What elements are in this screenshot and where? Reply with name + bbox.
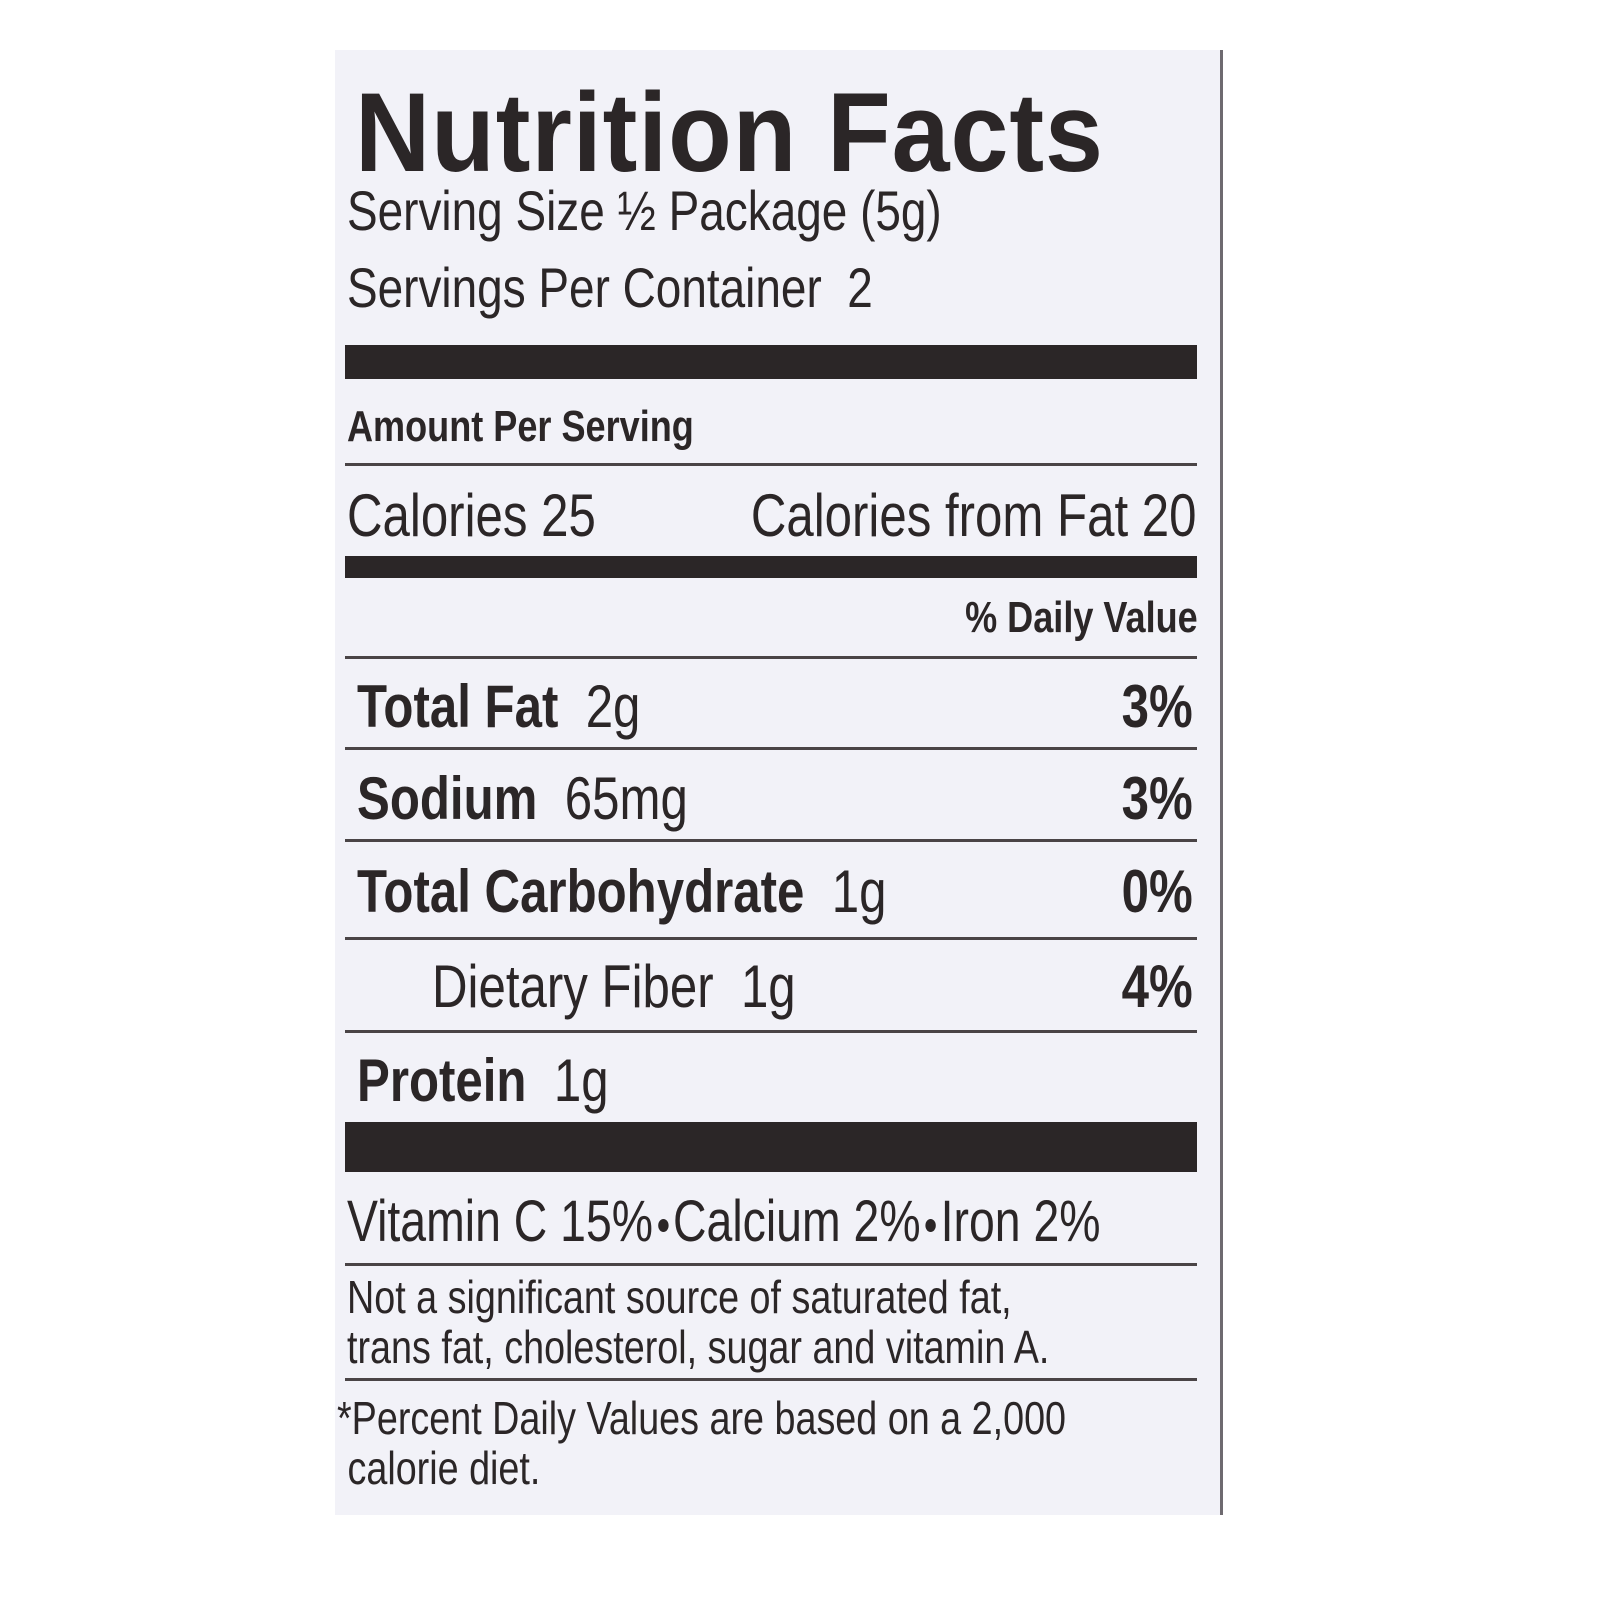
nutrient-name: Total Carbohydrate: [357, 857, 805, 925]
nutrient-amount: 1g: [553, 1046, 609, 1114]
nutrient-daily-value: 3%: [1121, 764, 1193, 832]
nutrient-row: Total Carbohydrate 1g 0%: [357, 857, 1193, 926]
servings-label: Servings Per Container: [347, 256, 822, 319]
servings-value: 2: [847, 256, 873, 319]
nutrient: Sodium 65mg: [357, 764, 688, 833]
calories-row: Calories 25 Calories from Fat 20: [347, 481, 1197, 550]
nutrient: Protein 1g: [357, 1046, 609, 1115]
nutrient-name: Total Fat: [357, 672, 559, 740]
calories-from-fat: Calories from Fat 20: [751, 481, 1197, 550]
footnote-line: *Percent Daily Values are based on a 2,0…: [337, 1392, 1067, 1444]
calories-label: Calories: [347, 481, 528, 549]
servings-per-container: Servings Per Container 2: [347, 255, 988, 320]
nutrient-daily-value: 3%: [1121, 672, 1193, 740]
bullet: [925, 1219, 936, 1233]
nutrient-daily-value: 0%: [1121, 857, 1193, 925]
vitamins: Vitamin C 15% Calcium 2% Iron 2%: [347, 1188, 1101, 1255]
medium-bar: [345, 556, 1197, 578]
nutrient-amount: 65mg: [564, 764, 688, 832]
note-text: Not a significant source of saturated fa…: [347, 1272, 1049, 1372]
serving-size: Serving Size ½ Package (5g): [347, 178, 1072, 243]
serving-size-label: Serving Size: [347, 179, 605, 242]
nutrient-name: Dietary Fiber: [432, 952, 714, 1020]
rule: [345, 1030, 1197, 1033]
calories: Calories 25: [347, 481, 596, 550]
nutrient-row: Sodium 65mg 3%: [357, 764, 1193, 833]
nutrition-label: Nutrition Facts Serving Size ½ Package (…: [335, 50, 1223, 1515]
serving-size-text: Serving Size ½ Package (5g): [347, 178, 942, 243]
calories-value: 25: [541, 481, 596, 549]
footnote-text: *Percent Daily Values are based on a 2,0…: [337, 1393, 1066, 1493]
servings-text: Servings Per Container 2: [347, 255, 873, 320]
note-line: trans fat, cholesterol, sugar and vitami…: [347, 1321, 1050, 1373]
nutrient-daily-value: 4%: [1121, 952, 1193, 1020]
calories-from-fat-value: 20: [1142, 481, 1197, 549]
footnote: *Percent Daily Values are based on a 2,0…: [337, 1393, 1226, 1493]
title: Nutrition Facts: [355, 68, 1160, 197]
nutrient-amount: 2g: [585, 672, 641, 740]
nutrient-name: Sodium: [357, 764, 538, 832]
note: Not a significant source of saturated fa…: [347, 1272, 1204, 1372]
title-text: Nutrition Facts: [355, 70, 1104, 195]
nutrient-row: Total Fat 2g 3%: [357, 672, 1193, 741]
nutrient-amount: 1g: [831, 857, 887, 925]
nutrient: Dietary Fiber 1g: [432, 952, 796, 1021]
amount-per-serving-text: Amount Per Serving: [347, 402, 694, 451]
nutrient-amount: 1g: [740, 952, 796, 1020]
vitamin: Vitamin C 15%: [347, 1189, 654, 1254]
footnote-line: calorie diet.: [347, 1442, 541, 1494]
nutrient-row: Dietary Fiber 1g 4%: [432, 952, 1193, 1021]
rule: [345, 656, 1197, 659]
bullet: [657, 1219, 669, 1233]
rule: [345, 1378, 1197, 1381]
note-line: Not a significant source of saturated fa…: [347, 1271, 1012, 1323]
serving-size-value: ½ Package (5g): [617, 179, 942, 242]
vitamin: Iron 2%: [940, 1189, 1101, 1254]
rule: [345, 937, 1197, 940]
nutrient-name: Protein: [357, 1046, 527, 1114]
rule: [345, 463, 1197, 466]
daily-value-header: % Daily Value: [914, 593, 1198, 643]
vitamins-row: Vitamin C 15% Calcium 2% Iron 2%: [347, 1188, 1289, 1255]
calories-from-fat-label: Calories from Fat: [751, 481, 1129, 549]
nutrient: Total Carbohydrate 1g: [357, 857, 886, 926]
rule: [345, 1263, 1197, 1266]
rule: [345, 839, 1197, 842]
thick-bar: [345, 345, 1197, 379]
daily-value-header-text: % Daily Value: [965, 593, 1198, 642]
thick-bar: [345, 1122, 1197, 1172]
rule: [345, 747, 1197, 750]
vitamin: Calcium 2%: [673, 1189, 921, 1254]
nutrient: Total Fat 2g: [357, 672, 640, 741]
nutrient-row: Protein 1g: [357, 1046, 1193, 1115]
amount-per-serving: Amount Per Serving: [347, 402, 770, 452]
